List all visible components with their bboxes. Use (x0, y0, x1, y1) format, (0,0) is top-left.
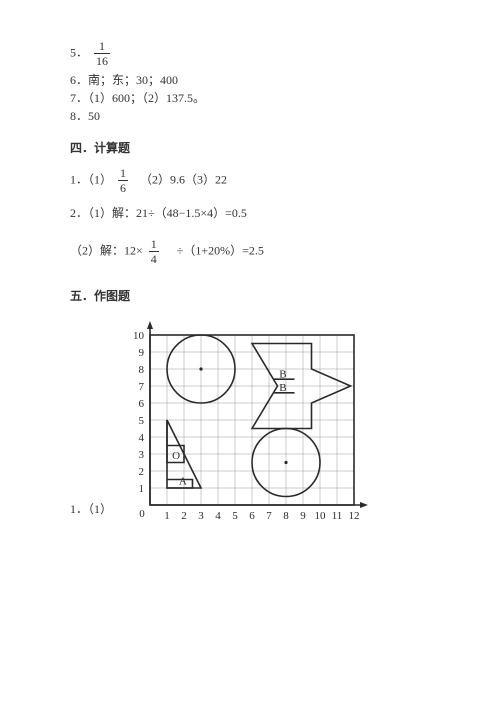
section-5-heading: 五．作图题 (70, 287, 440, 305)
answer-5-prefix: 5． (70, 45, 88, 59)
answer-8: 8．50 (70, 107, 440, 125)
grid-figure: 012345678910111212345678910AOBB (120, 315, 390, 535)
svg-text:1: 1 (164, 510, 170, 522)
svg-text:11: 11 (332, 510, 343, 522)
frac-1-16: 1 16 (94, 40, 110, 67)
svg-text:2: 2 (139, 466, 145, 478)
svg-text:B: B (279, 382, 286, 394)
svg-text:9: 9 (300, 510, 306, 522)
svg-text:5: 5 (139, 415, 145, 427)
figure-row: 1．（1） 012345678910111212345678910AOBB (70, 315, 440, 535)
svg-text:7: 7 (266, 510, 272, 522)
svg-text:8: 8 (283, 510, 289, 522)
sec4-q2-2: （2）解：12× 1 4 ÷（1+20%）=2.5 (70, 238, 440, 265)
svg-text:8: 8 (139, 364, 145, 376)
sec4-q1: 1．（1） 1 6 （2）9.6（3）22 (70, 167, 440, 194)
svg-text:9: 9 (139, 347, 145, 359)
svg-text:O: O (172, 450, 180, 462)
answer-7: 7．（1）600；（2）137.5。 (70, 89, 440, 107)
svg-text:6: 6 (249, 510, 255, 522)
section-4-heading: 四．计算题 (70, 139, 440, 157)
svg-text:1: 1 (139, 483, 145, 495)
svg-text:4: 4 (139, 432, 145, 444)
sec5-q1: 1．（1） (70, 500, 120, 535)
svg-text:4: 4 (215, 510, 221, 522)
svg-text:A: A (179, 476, 187, 488)
svg-text:10: 10 (133, 330, 145, 342)
svg-text:7: 7 (139, 381, 145, 393)
svg-text:10: 10 (315, 510, 327, 522)
svg-text:5: 5 (232, 510, 238, 522)
sec4-q2-2-prefix: （2）解：12× (70, 243, 143, 257)
sec4-q2-2-rest: ÷（1+20%）=2.5 (165, 243, 264, 257)
sec4-q2-1: 2．（1）解：21÷（48−1.5×4）=0.5 (70, 204, 440, 222)
sec4-q1-rest: （2）9.6（3）22 (134, 172, 227, 186)
frac-1-6: 1 6 (118, 167, 128, 194)
sec4-q1-prefix: 1．（1） (70, 172, 112, 186)
svg-text:0: 0 (139, 508, 145, 520)
answer-5: 5． 1 16 (70, 40, 440, 67)
frac-1-4: 1 4 (149, 238, 159, 265)
svg-text:B: B (279, 369, 286, 381)
svg-text:3: 3 (198, 510, 204, 522)
svg-text:12: 12 (349, 510, 360, 522)
svg-text:3: 3 (139, 449, 145, 461)
svg-text:2: 2 (181, 510, 187, 522)
svg-text:6: 6 (139, 398, 145, 410)
answer-6: 6．南；东；30；400 (70, 71, 440, 89)
